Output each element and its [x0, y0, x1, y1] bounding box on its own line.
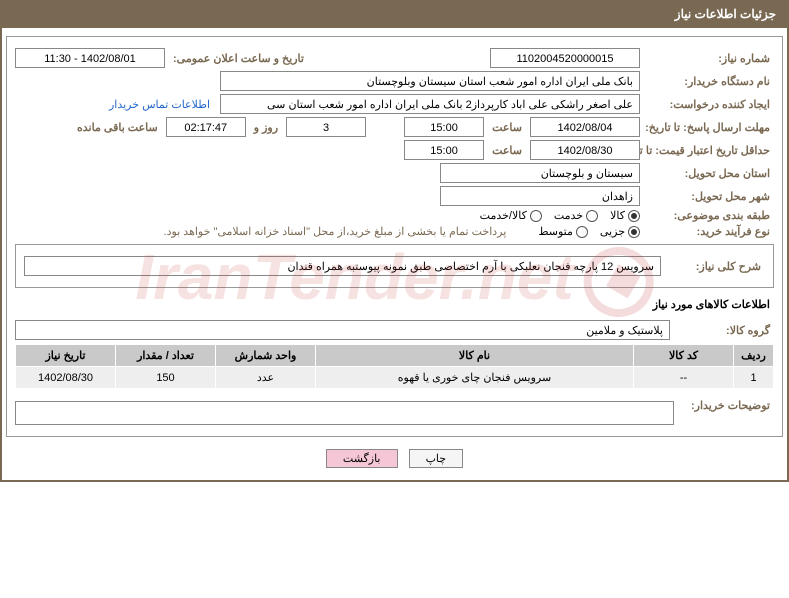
province-label: استان محل تحویل: — [644, 167, 774, 180]
goods-section-title: اطلاعات کالاهای مورد نیاز — [15, 292, 774, 317]
cell-qty: 150 — [116, 367, 216, 389]
group-value: پلاستیک و ملامین — [15, 320, 670, 340]
radio-motevaset[interactable] — [576, 226, 588, 238]
rooz-label: روز و — [250, 121, 282, 134]
back-button[interactable]: بازگشت — [326, 449, 398, 468]
city-label: شهر محل تحویل: — [644, 190, 774, 203]
group-label: گروه کالا: — [674, 324, 774, 337]
need-no-value: 1102004520000015 — [490, 48, 640, 68]
days-remaining: 3 — [286, 117, 366, 137]
contact-link[interactable]: اطلاعات تماس خریدار — [103, 98, 216, 111]
buytype-note: پرداخت تمام یا بخشی از مبلغ خرید،از محل … — [160, 225, 511, 238]
announce-value: 1402/08/01 - 11:30 — [15, 48, 165, 68]
th-code: کد کالا — [634, 345, 734, 367]
city-value: زاهدان — [440, 186, 640, 206]
desc-value: سرویس 12 پارچه فنجان نعلبکی با آرم اختصا… — [24, 256, 661, 276]
radio-both-label: کالا/خدمت — [480, 209, 527, 222]
radio-khedmat[interactable] — [586, 210, 598, 222]
page-title-bar: جزئیات اطلاعات نیاز — [0, 0, 789, 28]
validity-time: 15:00 — [404, 140, 484, 160]
deadline-date: 1402/08/04 — [530, 117, 640, 137]
print-button[interactable]: چاپ — [409, 449, 464, 468]
radio-kala[interactable] — [628, 210, 640, 222]
cell-code: -- — [634, 367, 734, 389]
buyer-value: بانک ملی ایران اداره امور شعب استان سیست… — [220, 71, 640, 91]
saat-label-1: ساعت — [488, 121, 526, 134]
th-date: تاریخ نیاز — [16, 345, 116, 367]
radio-khedmat-label: خدمت — [554, 209, 583, 222]
cell-date: 1402/08/30 — [16, 367, 116, 389]
requester-label: ایجاد کننده درخواست: — [644, 98, 774, 111]
announce-label: تاریخ و ساعت اعلان عمومی: — [169, 52, 308, 65]
buytype-label: نوع فرآیند خرید: — [644, 225, 774, 238]
buyer-label: نام دستگاه خریدار: — [644, 75, 774, 88]
cell-unit: عدد — [216, 367, 316, 389]
main-content: شماره نیاز: 1102004520000015 تاریخ و ساع… — [0, 28, 789, 482]
deadline-label: مهلت ارسال پاسخ: تا تاریخ: — [644, 121, 774, 134]
radio-jozee[interactable] — [628, 226, 640, 238]
page-title: جزئیات اطلاعات نیاز — [675, 7, 776, 21]
radio-both[interactable] — [530, 210, 542, 222]
remain-label: ساعت باقی مانده — [73, 121, 162, 134]
desc-label: شرح کلی نیاز: — [665, 260, 765, 273]
buytype-radio-group: جزیی متوسط — [538, 225, 640, 238]
items-table: ردیف کد کالا نام کالا واحد شمارش تعداد /… — [15, 344, 774, 389]
deadline-time: 15:00 — [404, 117, 484, 137]
requester-value: علی اصغر راشکی علی اباد کارپرداز2 بانک م… — [220, 94, 640, 114]
radio-kala-label: کالا — [610, 209, 625, 222]
th-name: نام کالا — [316, 345, 634, 367]
validity-date: 1402/08/30 — [530, 140, 640, 160]
radio-jozee-label: جزیی — [600, 225, 625, 238]
th-qty: تعداد / مقدار — [116, 345, 216, 367]
province-value: سیستان و بلوچستان — [440, 163, 640, 183]
th-row: ردیف — [734, 345, 774, 367]
radio-motevaset-label: متوسط — [538, 225, 573, 238]
button-bar: چاپ بازگشت — [6, 441, 783, 476]
cell-row: 1 — [734, 367, 774, 389]
need-no-label: شماره نیاز: — [644, 52, 774, 65]
class-label: طبقه بندی موضوعی: — [644, 209, 774, 222]
form-panel: شماره نیاز: 1102004520000015 تاریخ و ساع… — [6, 36, 783, 437]
class-radio-group: کالا خدمت کالا/خدمت — [480, 209, 640, 222]
saat-label-2: ساعت — [488, 144, 526, 157]
cell-name: سرویس فنجان چای خوری یا قهوه — [316, 367, 634, 389]
table-row: 1 -- سرویس فنجان چای خوری یا قهوه عدد 15… — [16, 367, 774, 389]
th-unit: واحد شمارش — [216, 345, 316, 367]
explain-value — [15, 401, 674, 425]
validity-label: حداقل تاریخ اعتبار قیمت: تا تاریخ: — [644, 144, 774, 157]
countdown-value: 02:17:47 — [166, 117, 246, 137]
explain-label: توضیحات خریدار: — [678, 399, 774, 412]
